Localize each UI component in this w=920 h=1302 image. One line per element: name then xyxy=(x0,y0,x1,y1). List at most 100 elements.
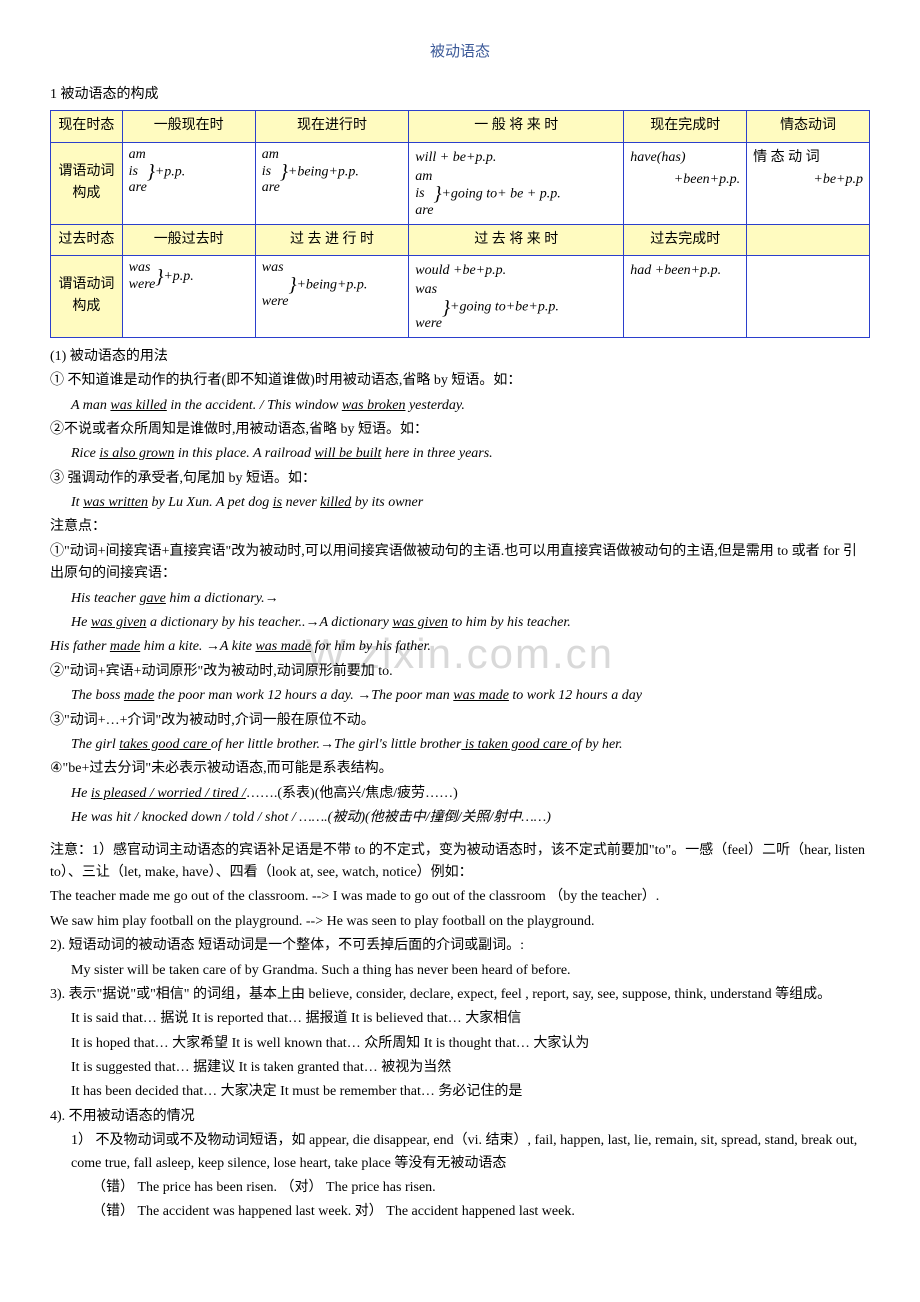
attention-p9: It is suggested that… 据建议 It is taken gr… xyxy=(50,1057,870,1079)
attention-p12: 1） 不及物动词或不及物动词短语，如 appear, die disappear… xyxy=(50,1130,870,1175)
t: was made xyxy=(255,639,311,654)
t: is xyxy=(129,164,147,181)
attention-p4: 2). 短语动词的被动语态 短语动词是一个整体，不可丢掉后面的介词或副词。: xyxy=(50,935,870,957)
t: here in three years. xyxy=(381,446,492,461)
t: is taken good care xyxy=(461,737,571,752)
cell: have(has) +been+p.p. xyxy=(624,142,747,224)
attention-p8: It is hoped that… 大家希望 It is well known … xyxy=(50,1033,870,1055)
t: made xyxy=(110,639,140,654)
th: 情态动词 xyxy=(747,111,870,142)
attention-p6: 3). 表示"据说"或"相信" 的词组，基本上由 believe, consid… xyxy=(50,984,870,1006)
t: +p.p. xyxy=(163,269,193,284)
table-row: 谓语动词构成 amisare}+p.p. amisare}+being+p.p.… xyxy=(51,142,870,224)
t: made xyxy=(124,688,154,703)
brace-icon: } xyxy=(280,156,288,188)
cell: amisare}+being+p.p. xyxy=(255,142,409,224)
t: am xyxy=(129,147,147,164)
usage-p1: ① 不知道谁是动作的执行者(即不知道谁做)时用被动语态,省略 by 短语。如： xyxy=(50,370,870,392)
t: The girl xyxy=(71,737,119,752)
t: am xyxy=(415,169,433,186)
th: 一 般 将 来 时 xyxy=(409,111,624,142)
t: of by her. xyxy=(571,737,623,752)
t: It xyxy=(71,495,83,510)
t: is xyxy=(273,495,282,510)
th: 现在时态 xyxy=(51,111,123,142)
t: +being+p.p. xyxy=(296,277,367,292)
note-4: ④"be+过去分词"未必表示被动语态,而可能是系表结构。 xyxy=(50,758,870,780)
t: gave xyxy=(139,591,165,606)
th: 过去时态 xyxy=(51,224,123,255)
t: The boss xyxy=(71,688,124,703)
attention-p7: It is said that… 据说 It is reported that…… xyxy=(50,1008,870,1030)
example: His teacher gave him a dictionary.→ xyxy=(50,588,870,610)
table-header-row-2: 过去时态 一般过去时 过 去 进 行 时 过 去 将 来 时 过去完成时 xyxy=(51,224,870,255)
t: was broken xyxy=(342,398,406,413)
th: 一般过去时 xyxy=(122,224,255,255)
t: would +be+p.p. xyxy=(415,260,617,282)
t: His father xyxy=(50,639,110,654)
example: The girl takes good care of her little b… xyxy=(50,734,870,756)
t: +going to+be+p.p. xyxy=(450,300,559,315)
t: His teacher xyxy=(71,591,139,606)
example: He is pleased / worried / tired /…….(系表)… xyxy=(50,783,870,805)
attention-p3: We saw him play football on the playgrou… xyxy=(50,911,870,933)
t: +going to+ be + p.p. xyxy=(441,187,560,202)
cell: had +been+p.p. xyxy=(624,255,747,337)
t: will + be+p.p. xyxy=(415,147,617,169)
t: never xyxy=(282,495,320,510)
t: by its owner xyxy=(351,495,423,510)
example: A man was killed in the accident. / This… xyxy=(50,395,870,417)
t: He xyxy=(71,786,91,801)
attention-p14: （错） The accident was happened last week.… xyxy=(50,1201,870,1223)
cell xyxy=(747,255,870,337)
t: +being+p.p. xyxy=(288,164,359,179)
example: He was given a dictionary by his teacher… xyxy=(50,612,870,634)
t: him a kite. →A kite xyxy=(140,639,255,654)
t: of her little brother.→The girl's little… xyxy=(211,737,461,752)
t: are xyxy=(415,203,433,220)
t: the poor man work 12 hours a day. →The p… xyxy=(154,688,453,703)
th: 过 去 将 来 时 xyxy=(409,224,624,255)
attention-p2: The teacher made me go out of the classr… xyxy=(50,886,870,908)
attention-p5: My sister will be taken care of by Grand… xyxy=(50,960,870,982)
cell: amisare}+p.p. xyxy=(122,142,255,224)
t: were xyxy=(415,316,442,333)
th xyxy=(747,224,870,255)
t: +p.p. xyxy=(155,164,185,179)
t: have(has) xyxy=(630,147,740,169)
example: It was written by Lu Xun. A pet dog is n… xyxy=(50,492,870,514)
t: was xyxy=(415,282,442,299)
t: 情 态 动 词 xyxy=(753,147,863,169)
t: are xyxy=(262,180,280,197)
document-content: 被动语态 1 被动语态的构成 现在时态 一般现在时 现在进行时 一 般 将 来 … xyxy=(50,40,870,1224)
note-2: ②"动词+宾语+动词原形"改为被动时,动词原形前要加 to. xyxy=(50,661,870,683)
t: Rice xyxy=(71,446,99,461)
t: is xyxy=(415,186,433,203)
t: He xyxy=(71,615,91,630)
t: were xyxy=(129,277,156,294)
t: +be+p.p xyxy=(753,169,863,191)
t: will be built xyxy=(314,446,381,461)
row-label: 谓语动词构成 xyxy=(51,142,123,224)
example: His father made him a kite. →A kite was … xyxy=(50,636,870,658)
t: killed xyxy=(320,495,351,510)
t: was xyxy=(262,260,289,277)
t: was killed xyxy=(110,398,166,413)
t: was xyxy=(129,260,156,277)
cell: was were}+being+p.p. xyxy=(255,255,409,337)
brace-icon: } xyxy=(442,292,450,324)
usage-heading: (1) 被动语态的用法 xyxy=(50,346,870,368)
t: A man xyxy=(71,398,110,413)
t: to work 12 hours a day xyxy=(509,688,642,703)
section-heading-1: 1 被动语态的构成 xyxy=(50,84,870,106)
t: in the accident. / This window xyxy=(167,398,342,413)
th: 过 去 进 行 时 xyxy=(255,224,409,255)
usage-p2: ②不说或者众所周知是谁做时,用被动语态,省略 by 短语。如： xyxy=(50,419,870,441)
example: Rice is also grown in this place. A rail… xyxy=(50,443,870,465)
attention-p1: 注意：1）感官动词主动语态的宾语补足语是不带 to 的不定式，变为被动语态时，该… xyxy=(50,840,870,885)
t: …….(系表)(他高兴/焦虑/疲劳……) xyxy=(246,786,458,801)
t: him a dictionary.→ xyxy=(166,591,279,606)
attention-p11: 4). 不用被动语态的情况 xyxy=(50,1106,870,1128)
t: were xyxy=(262,294,289,311)
notes-heading: 注意点： xyxy=(50,516,870,538)
